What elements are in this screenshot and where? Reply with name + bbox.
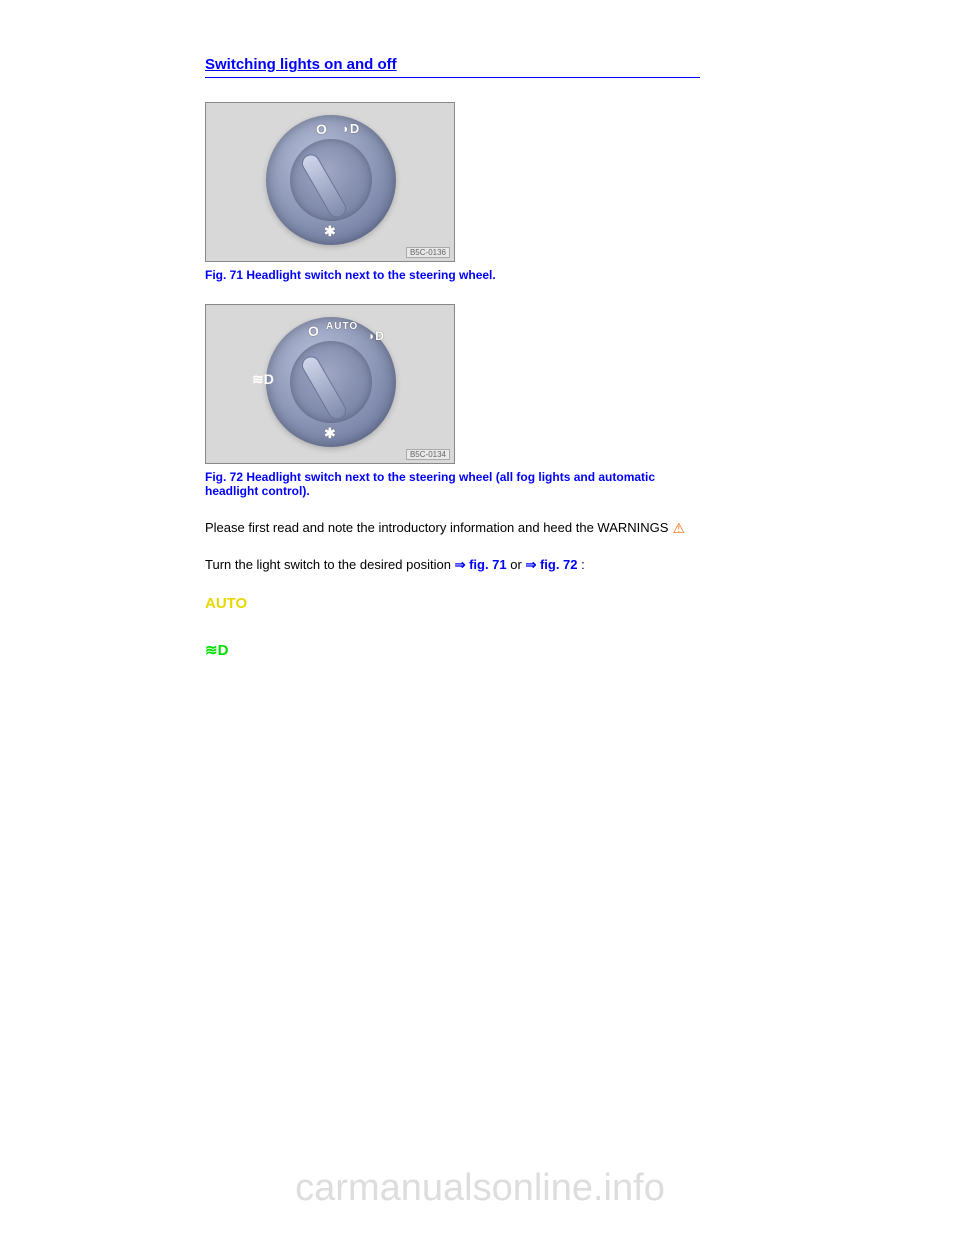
figure-71-label: B5C-0136: [406, 247, 450, 258]
intro-text: Please first read and note the introduct…: [205, 520, 668, 535]
figure-72: O AUTO ◗D ✱ ≋D B5C-0134: [205, 304, 455, 464]
figure-72-caption: Fig. 72 Headlight switch next to the ste…: [205, 470, 700, 498]
auto-symbol: AUTO: [205, 595, 247, 612]
body-text-b: or: [510, 557, 525, 572]
figure-71-caption: Fig. 71 Headlight switch next to the ste…: [205, 268, 700, 282]
symbol-auto: AUTO: [326, 321, 358, 332]
symbol-headlight: ◗D: [342, 121, 359, 136]
figure-71: O ◗D ✱ B5C-0136: [205, 102, 455, 262]
fog-symbol: ≋D: [205, 642, 228, 659]
section-title: Switching lights on and off: [205, 56, 700, 78]
figure-72-label: B5C-0134: [406, 449, 450, 460]
fig-72-link[interactable]: ⇒ fig. 72: [525, 557, 577, 572]
symbol-park: ✱: [324, 223, 336, 240]
dial-outer: O ◗D ✱: [266, 115, 396, 245]
switch-row-fog: ≋D: [205, 640, 700, 663]
body-text-c: :: [581, 557, 585, 572]
symbol-off: O: [316, 121, 327, 137]
switch-row-auto: AUTO: [205, 593, 700, 616]
watermark: carmanualsonline.info: [0, 1167, 960, 1210]
dial-outer-2: O AUTO ◗D ✱: [266, 317, 396, 447]
body-para: Turn the light switch to the desired pos…: [205, 555, 700, 575]
symbol-off-2: O: [308, 323, 319, 339]
warning-icon: ⚠: [672, 520, 685, 537]
body-text-a: Turn the light switch to the desired pos…: [205, 557, 451, 572]
symbol-park-2: ✱: [324, 425, 336, 442]
fig-71-link[interactable]: ⇒ fig. 71: [455, 557, 507, 572]
symbol-fog: ≋D: [252, 371, 274, 388]
intro-para: Please first read and note the introduct…: [205, 520, 700, 537]
symbol-headlight-2: ◗D: [368, 329, 384, 343]
